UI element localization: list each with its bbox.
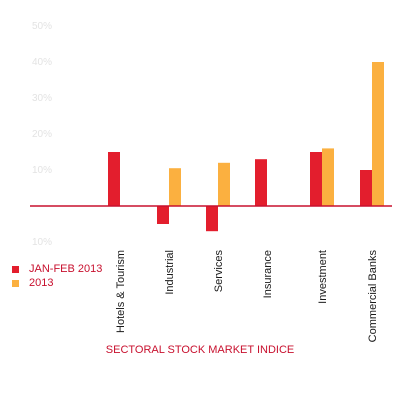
x-category-label: Services — [213, 250, 225, 293]
legend-swatch-series-2 — [12, 279, 19, 287]
legend-item-series-1: JAN-FEB 2013 — [12, 262, 102, 276]
bar-series-2-4 — [322, 148, 334, 206]
x-category-label: Investment — [317, 250, 329, 304]
bar-series-2-2 — [218, 162, 230, 206]
bar-series-1-1 — [157, 206, 169, 224]
bar-series-1-4 — [310, 152, 322, 206]
legend-swatch-series-1 — [12, 265, 19, 273]
y-tick-label: 20% — [32, 129, 52, 140]
x-category-label: Hotels & Tourism — [115, 250, 127, 333]
y-tick-label: 40% — [32, 57, 52, 68]
bar-series-2-1 — [169, 168, 181, 206]
x-category-label: Industrial — [164, 250, 176, 295]
x-axis-title: SECTORAL STOCK MARKET INDICE — [105, 344, 295, 356]
legend-label-series-2: 2013 — [29, 277, 54, 289]
bar-series-1-5 — [360, 170, 372, 206]
x-category-label: Insurance — [262, 250, 274, 298]
legend-item-series-2: 2013 — [12, 276, 102, 290]
bar-series-1-3 — [255, 159, 267, 206]
y-tick-label: 50% — [32, 21, 52, 32]
bar-series-2-5 — [372, 62, 384, 206]
legend: JAN-FEB 2013 2013 — [12, 262, 102, 290]
bar-series-1-0 — [108, 152, 120, 206]
legend-label-series-1: JAN-FEB 2013 — [29, 263, 103, 275]
y-tick-label: 10% — [32, 237, 52, 248]
x-category-label: Commercial Banks — [367, 250, 379, 343]
y-tick-label: 10% — [32, 165, 52, 176]
bar-series-1-2 — [206, 206, 218, 232]
y-tick-label: 30% — [32, 93, 52, 104]
